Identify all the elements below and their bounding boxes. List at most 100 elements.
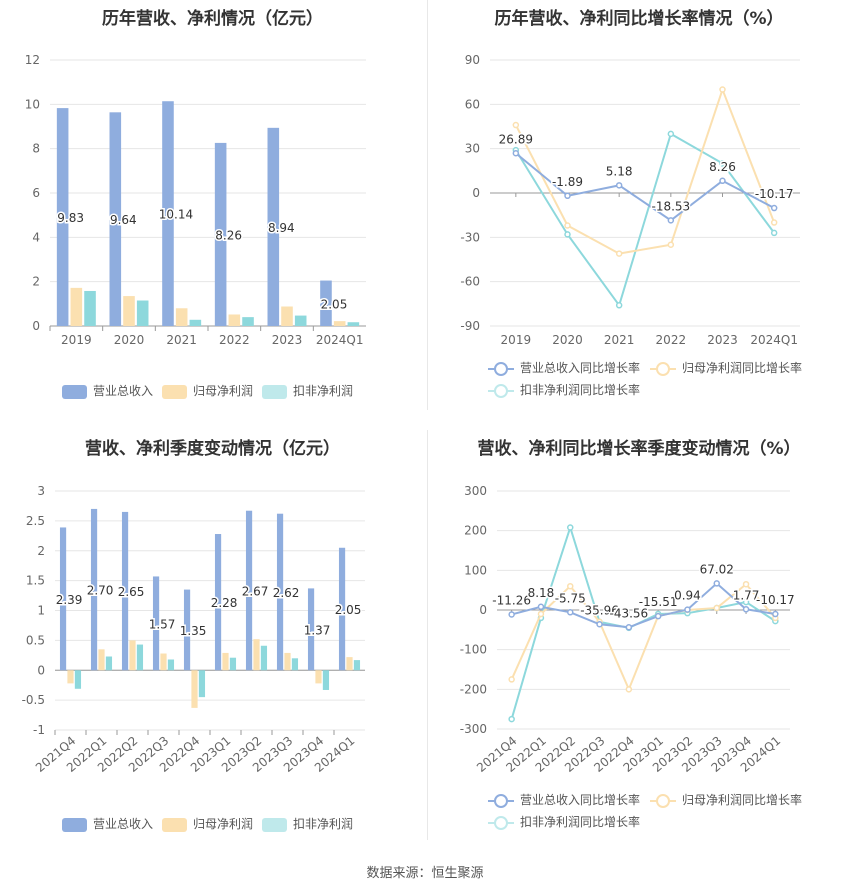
bar-deducted-profit: [189, 319, 202, 326]
legend-item-deducted-profit[interactable]: 扣非净利润: [262, 382, 353, 399]
point-deducted-growth: [770, 229, 778, 237]
point-deducted-growth: [508, 715, 515, 723]
point-revenue-growth: [512, 150, 520, 157]
point-net-profit-growth: [508, 676, 515, 683]
bar-revenue: [307, 588, 315, 671]
x-tick-label: 2023: [272, 333, 303, 347]
point-deducted-growth: [564, 231, 571, 238]
bar-net-profit: [333, 321, 346, 326]
y-tick-label: 300: [464, 484, 487, 498]
legend-item-deducted-growth[interactable]: 扣非净利润同比增长率: [488, 813, 640, 830]
point-net-profit-growth: [719, 86, 726, 93]
bar-revenue: [183, 589, 191, 671]
legend-swatch: [162, 817, 187, 832]
point-deducted-growth: [742, 598, 750, 606]
data-label: 2.05: [321, 297, 348, 311]
legend-item-revenue[interactable]: 营业总收入: [62, 382, 153, 399]
y-tick-label: 0: [37, 663, 45, 677]
point-deducted-growth: [567, 524, 574, 531]
data-label: 2.65: [118, 585, 145, 599]
legend-swatch: [488, 815, 514, 830]
legend-item-deducted-profit[interactable]: 扣非净利润: [262, 815, 353, 832]
legend-item-net-profit-growth[interactable]: 归母净利润同比增长率: [650, 359, 802, 376]
y-tick-label: 3: [37, 484, 45, 498]
bar-net-profit: [175, 308, 188, 326]
data-label: 26.89: [499, 132, 533, 146]
point-revenue-growth: [625, 624, 633, 631]
bar-net-profit: [129, 640, 136, 671]
bar-deducted-profit: [260, 645, 268, 671]
x-tick-label: 2022: [219, 333, 250, 347]
data-label: 9.83: [57, 211, 84, 225]
bar-revenue: [267, 127, 280, 326]
legend-swatch: [488, 361, 514, 376]
line-net-profit-growth: [514, 86, 776, 255]
y-tick-label: 12: [25, 53, 40, 67]
bar-deducted-profit: [291, 658, 299, 671]
annual-line-chart: -90 -60 -30 0 30 60 90 2019 2020 2021 2022 2023 2024…: [460, 53, 800, 347]
point-net-profit-growth: [567, 582, 574, 590]
bar-deducted-profit: [294, 315, 307, 326]
y-tick-label: 1: [37, 604, 45, 618]
y-tick-label: 30: [465, 142, 480, 156]
legend-item-revenue[interactable]: 营业总收入: [62, 815, 153, 832]
point-revenue-growth: [719, 177, 726, 185]
quarterly-growth-panel: 营收、净利同比增长率季度变动情况（%） -300 -200 -100 0 100 200 3…: [428, 428, 850, 858]
bar-deducted-profit: [84, 290, 96, 326]
legend-item-net-profit[interactable]: 归母净利润: [162, 815, 253, 832]
annual-revenue-profit-panel: 历年营收、净利情况（亿元） 0 2 4 6 8 10 12 2019 9.83 2020 9.64 2…: [0, 0, 425, 410]
y-tick-label: -30: [460, 230, 480, 244]
x-tick-label: 2022: [656, 333, 687, 347]
point-revenue-growth: [742, 606, 750, 613]
data-label: 2.62: [273, 586, 300, 600]
data-label: 1.37: [304, 623, 331, 637]
data-label: -35.96: [580, 603, 619, 617]
bar-net-profit: [346, 657, 353, 671]
legend-item-deducted-growth[interactable]: 扣非净利润同比增长率: [488, 381, 640, 398]
bar-deducted-profit: [105, 656, 113, 671]
bar-revenue: [59, 527, 67, 671]
legend-label: 扣非净利润: [293, 817, 354, 831]
bar-revenue: [90, 508, 98, 671]
bar-deducted-profit: [136, 300, 149, 326]
legend-label: 归母净利润同比增长率: [682, 361, 803, 375]
data-label: 1.77: [733, 588, 760, 602]
point-revenue-growth: [654, 612, 662, 620]
bar-net-profit: [253, 639, 260, 671]
vertical-divider: [427, 430, 428, 840]
x-tick-label: 2024Q1: [750, 333, 798, 347]
bar-deducted-profit: [347, 322, 360, 326]
legend-label: 营业总收入同比增长率: [520, 793, 641, 807]
point-net-profit-growth: [742, 580, 750, 588]
y-tick-label: -60: [460, 275, 480, 289]
x-tick-label: 2020: [552, 333, 583, 347]
data-label: -18.53: [651, 199, 690, 213]
line-revenue-growth: [515, 152, 775, 222]
chart-title: 历年营收、净利同比增长率情况（%）: [494, 9, 784, 29]
bar-revenue: [56, 108, 69, 326]
data-label: -5.75: [555, 591, 586, 605]
quarterly-bar-chart: -1-0.500.511.522.532021Q42.392022Q12.702…: [22, 484, 365, 775]
line-deducted-growth: [514, 132, 775, 308]
legend-item-revenue-growth[interactable]: 营业总收入同比增长率: [488, 359, 640, 376]
legend-item-net-profit-growth[interactable]: 归母净利润同比增长率: [650, 791, 802, 808]
y-tick-label: -0.5: [22, 693, 45, 707]
point-revenue-growth: [772, 610, 779, 618]
annual-growth-panel: 历年营收、净利同比增长率情况（%） -90 -60 -30 0 30 60 90 2019 20…: [428, 0, 850, 410]
point-revenue-growth: [508, 611, 515, 618]
data-label: 5.18: [606, 164, 633, 178]
legend-item-revenue-growth[interactable]: 营业总收入同比增长率: [488, 791, 640, 808]
y-tick-label: 0.5: [26, 633, 45, 647]
quarterly-line-chart: -300-200-10001002003002021Q42022Q12022Q2…: [460, 484, 796, 775]
data-label: -10.17: [756, 593, 795, 607]
y-tick-label: 2.5: [26, 514, 45, 528]
point-revenue-growth: [596, 621, 603, 628]
y-tick-label: 90: [465, 53, 480, 67]
y-tick-label: 6: [32, 186, 40, 200]
chart-title: 历年营收、净利情况（亿元）: [102, 9, 323, 29]
data-label: -15.51: [639, 595, 678, 609]
data-label: 8.26: [215, 228, 242, 242]
y-tick-label: 2: [32, 275, 40, 289]
legend-label: 营业总收入同比增长率: [520, 361, 641, 375]
legend-item-net-profit[interactable]: 归母净利润: [162, 382, 253, 399]
